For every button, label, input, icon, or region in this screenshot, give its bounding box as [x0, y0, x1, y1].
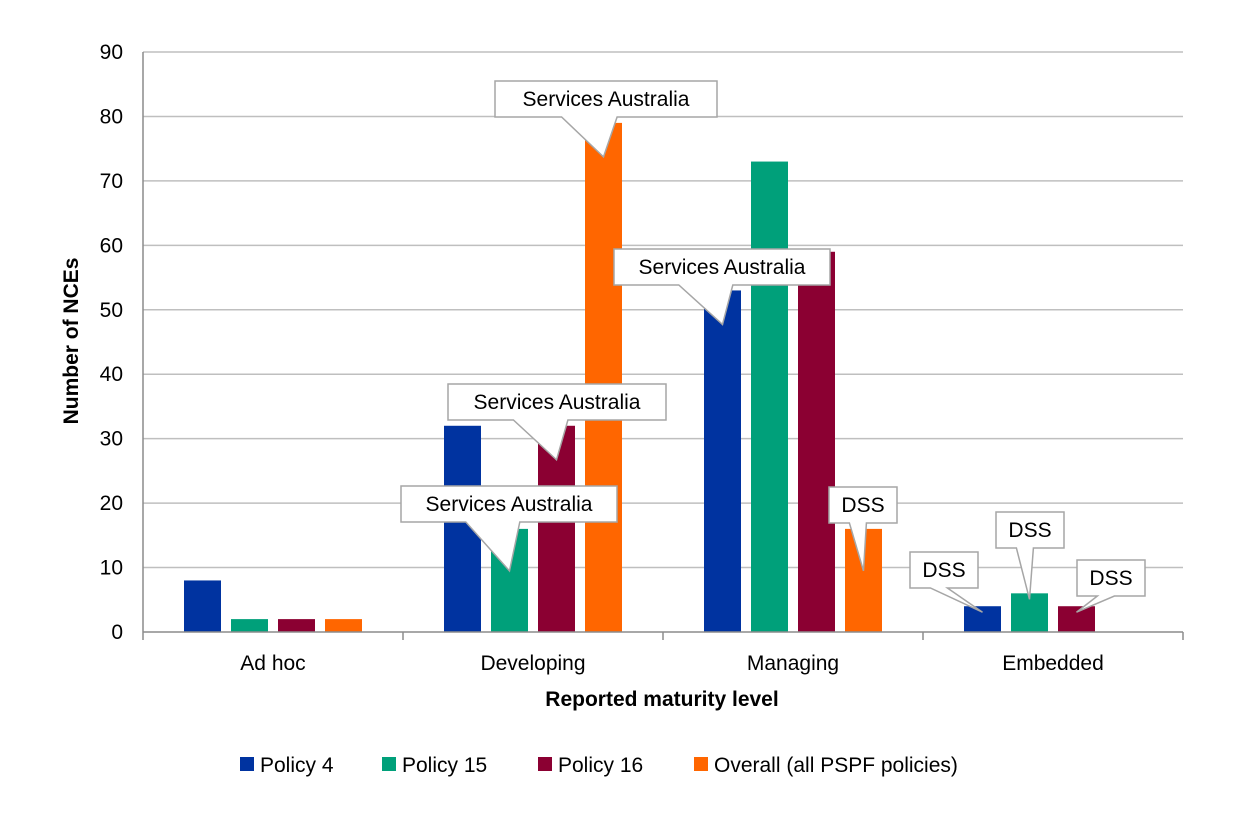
y-tick-label: 50 — [100, 299, 123, 322]
legend-swatch — [694, 757, 708, 771]
y-axis-title: Number of NCEs — [60, 258, 83, 425]
callout-label: DSS — [922, 559, 965, 582]
callout-box — [828, 486, 898, 572]
bar — [798, 251, 835, 632]
callouts: Services Australia Services Australia Serv… — [400, 80, 1146, 613]
y-tick-label: 0 — [111, 621, 123, 644]
callout-label: Services Australia — [474, 391, 641, 414]
y-tick-label: 10 — [100, 557, 123, 580]
callout-label: Services Australia — [426, 493, 593, 516]
x-tick-label: Ad hoc — [240, 652, 305, 675]
callout: Services Australia — [494, 80, 718, 159]
callout-box — [995, 511, 1065, 600]
legend-entry: Policy 15 — [382, 754, 487, 777]
legend-label: Policy 4 — [260, 754, 334, 777]
x-tick-label: Managing — [747, 652, 839, 675]
callout: DSS — [1076, 559, 1146, 613]
y-tick-label: 30 — [100, 428, 123, 451]
bar — [964, 606, 1001, 632]
callout: DSS — [909, 551, 983, 613]
bar — [184, 580, 221, 632]
callout-box — [909, 551, 983, 613]
y-tick-label: 90 — [100, 41, 123, 64]
x-tick-label: Embedded — [1002, 652, 1104, 675]
legend-swatch — [538, 757, 552, 771]
gridlines — [143, 51, 1183, 569]
y-tick-label: 80 — [100, 105, 123, 128]
legend-entry: Policy 16 — [538, 754, 643, 777]
callout-label: Services Australia — [523, 88, 690, 111]
legend: Policy 4 Policy 15 Policy 16 Overall (all P… — [240, 754, 958, 777]
callout-label: DSS — [1089, 567, 1132, 590]
legend-entry: Overall (all PSPF policies) — [694, 754, 958, 777]
bar — [1058, 606, 1095, 632]
callout-label: DSS — [841, 494, 884, 517]
x-axis-title: Reported maturity level — [545, 688, 778, 711]
callout-box — [1076, 559, 1146, 613]
y-tick-label: 40 — [100, 363, 123, 386]
legend-swatch — [240, 757, 254, 771]
callout: DSS — [828, 486, 898, 572]
legend-label: Policy 15 — [402, 754, 487, 777]
axes: 0 10 20 30 40 50 60 70 80 90 Ad hoc Developing Manag… — [100, 41, 1184, 675]
callout: DSS — [995, 511, 1065, 600]
callout: Services Australia — [447, 383, 667, 462]
bar — [704, 290, 741, 632]
bar — [278, 619, 315, 632]
legend-swatch — [382, 757, 396, 771]
bar — [1011, 593, 1048, 632]
callout-label: Services Australia — [639, 256, 806, 279]
callout-label: DSS — [1008, 519, 1051, 542]
legend-label: Policy 16 — [558, 754, 643, 777]
legend-entry: Policy 4 — [240, 754, 334, 777]
callout-box — [447, 383, 667, 462]
legend-label: Overall (all PSPF policies) — [714, 754, 958, 777]
bar — [231, 619, 268, 632]
y-tick-label: 60 — [100, 234, 123, 257]
x-tick-label: Developing — [480, 652, 585, 675]
bar — [751, 161, 788, 633]
bar — [585, 122, 622, 632]
bar — [325, 619, 362, 632]
y-tick-label: 70 — [100, 170, 123, 193]
callout-box — [400, 485, 618, 573]
callout: Services Australia — [613, 248, 831, 326]
callout-box — [613, 248, 831, 326]
y-tick-label: 20 — [100, 492, 123, 515]
callout: Services Australia — [400, 485, 618, 573]
callout-box — [494, 80, 718, 159]
